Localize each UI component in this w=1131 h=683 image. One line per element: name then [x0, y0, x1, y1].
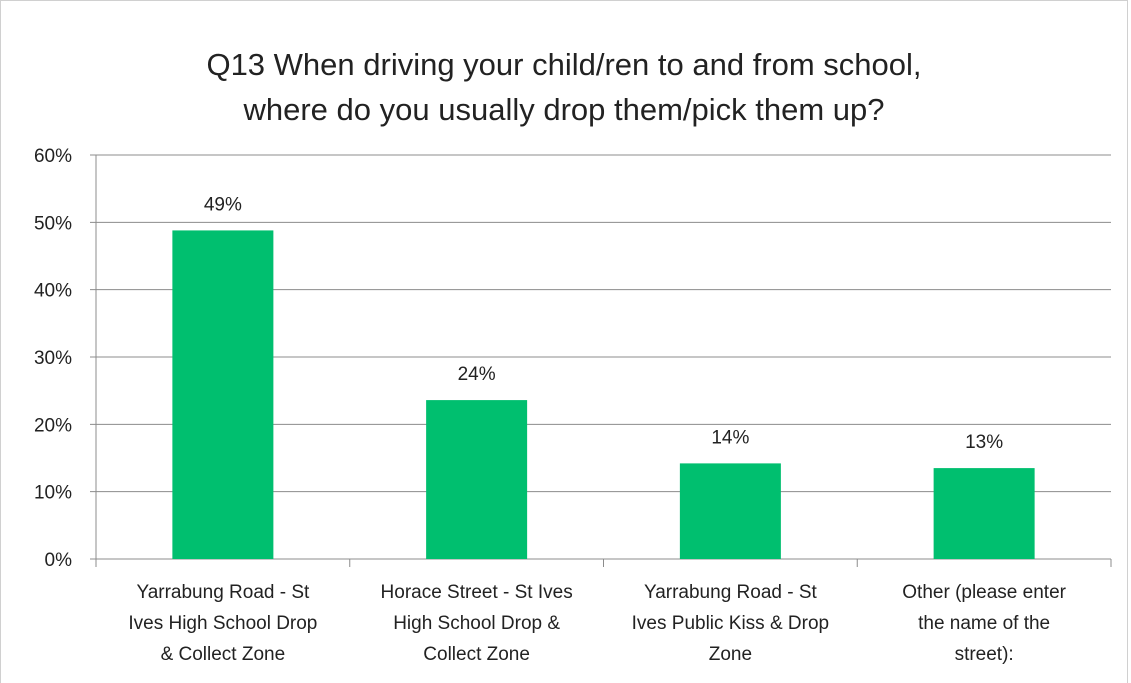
x-category-label: Yarrabung Road - St: [136, 582, 310, 603]
y-tick-label: 30%: [34, 348, 72, 369]
chart-title-line-2: where do you usually drop them/pick them…: [243, 92, 885, 127]
bar: [679, 463, 781, 559]
x-category-label: the name of the: [918, 613, 1050, 634]
x-category-label: Horace Street - St Ives: [381, 582, 573, 603]
x-category-label: street):: [955, 644, 1014, 665]
x-category-label: Ives High School Drop: [128, 613, 317, 634]
x-category-label: Zone: [709, 644, 752, 665]
x-category-label: & Collect Zone: [161, 644, 286, 665]
bar: [426, 400, 528, 559]
data-label: 24%: [458, 364, 496, 385]
y-tick-label: 20%: [34, 415, 72, 436]
y-tick-label: 60%: [34, 146, 72, 167]
y-tick-label: 40%: [34, 281, 72, 302]
x-category-label: Ives Public Kiss & Drop: [632, 613, 829, 634]
bar: [933, 468, 1035, 559]
y-tick-label: 10%: [34, 483, 72, 504]
data-label: 14%: [711, 427, 749, 448]
x-category-label: Other (please enter: [902, 582, 1066, 603]
x-category-label: Yarrabung Road - St: [644, 582, 818, 603]
data-label: 13%: [965, 432, 1003, 453]
data-label: 49%: [204, 194, 242, 215]
chart-title-line-1: Q13 When driving your child/ren to and f…: [206, 47, 922, 82]
x-category-label: Collect Zone: [423, 644, 530, 665]
y-tick-label: 0%: [45, 550, 73, 571]
x-category-label: High School Drop &: [393, 613, 560, 634]
y-tick-label: 50%: [34, 213, 72, 234]
bar: [172, 230, 274, 559]
